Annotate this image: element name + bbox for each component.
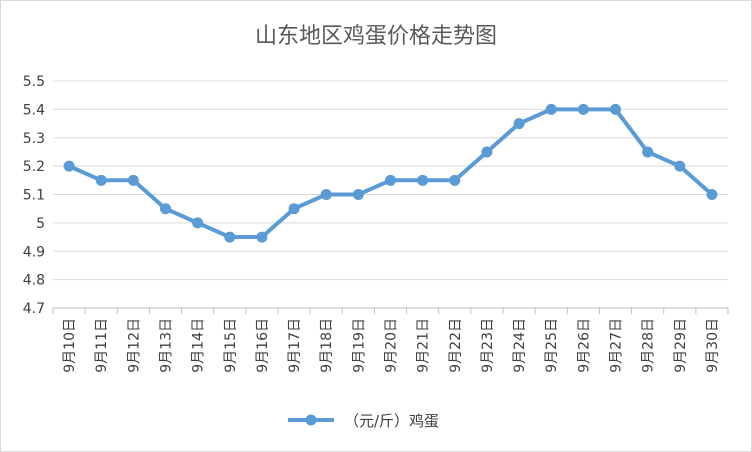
x-tick-label: 9月16日: [255, 318, 271, 373]
x-tick-label: 9月28日: [641, 318, 657, 373]
data-point: [481, 146, 493, 158]
x-tick-label: 9月22日: [448, 318, 464, 373]
x-tick-label: 9月26日: [576, 318, 592, 373]
data-point: [160, 203, 171, 215]
data-point: [545, 103, 557, 115]
data-point: [449, 174, 461, 186]
y-tick-label: 4.8: [23, 273, 45, 289]
x-tick-label: 9月12日: [126, 318, 142, 373]
x-tick-label: 9月18日: [319, 318, 335, 373]
gridlines: [53, 80, 728, 309]
x-tick-label: 9月10日: [62, 318, 78, 373]
legend-label: （元/斤）鸡蛋: [344, 412, 439, 430]
x-tick-label: 9月29日: [673, 318, 689, 373]
series-line: [67, 107, 714, 240]
data-point: [320, 189, 332, 200]
data-point: [95, 174, 107, 186]
x-tick-label: 9月25日: [544, 318, 560, 373]
x-tick-label: 9月20日: [384, 318, 400, 373]
data-point: [417, 174, 429, 186]
x-tick-label: 9月15日: [223, 318, 239, 373]
y-tick-label: 4.9: [23, 244, 45, 260]
data-point: [127, 174, 139, 186]
y-axis: 5.5 5.4 5.3 5.2 5.1 5 4.9 4.8 4.7: [23, 74, 45, 317]
x-tick-label: 9月24日: [512, 318, 528, 373]
series: [63, 103, 718, 243]
x-axis: 9月10日 9月11日 9月12日 9月13日 9月14日 9月15日 9月16日 9月17日…: [52, 308, 729, 373]
y-tick-label: 4.7: [23, 301, 45, 317]
x-tick-label: 9月14日: [191, 318, 207, 373]
legend-marker-swatch: [305, 414, 317, 426]
data-point: [610, 103, 621, 115]
y-tick-label: 5: [36, 216, 45, 232]
y-tick-label: 5.4: [23, 102, 45, 118]
y-tick-label: 5.1: [23, 188, 45, 204]
data-point: [352, 189, 364, 200]
x-tick-label: 9月19日: [351, 318, 367, 373]
x-tick-label: 9月27日: [609, 318, 625, 373]
data-point: [642, 146, 654, 158]
x-tick-label: 9月13日: [159, 318, 175, 373]
data-point: [192, 217, 204, 229]
data-point: [224, 231, 236, 243]
data-point: [385, 174, 396, 186]
y-tick-label: 5.5: [23, 74, 45, 90]
y-tick-label: 5.3: [23, 131, 45, 147]
data-point: [513, 118, 525, 130]
data-point: [288, 203, 300, 215]
x-tick-label: 9月30日: [705, 318, 721, 373]
x-tick-label: 9月21日: [416, 318, 432, 373]
x-tick-label: 9月23日: [480, 318, 496, 373]
data-point: [674, 160, 686, 172]
chart-title: 山东地区鸡蛋价格走势图: [255, 24, 497, 49]
data-point: [256, 231, 268, 243]
x-tick-label: 9月17日: [287, 318, 303, 373]
legend: （元/斤）鸡蛋: [288, 412, 439, 430]
x-tick-label: 9月11日: [94, 318, 110, 373]
data-point: [706, 189, 718, 200]
data-point: [63, 160, 75, 172]
data-point: [577, 103, 589, 115]
y-tick-label: 5.2: [23, 159, 45, 175]
